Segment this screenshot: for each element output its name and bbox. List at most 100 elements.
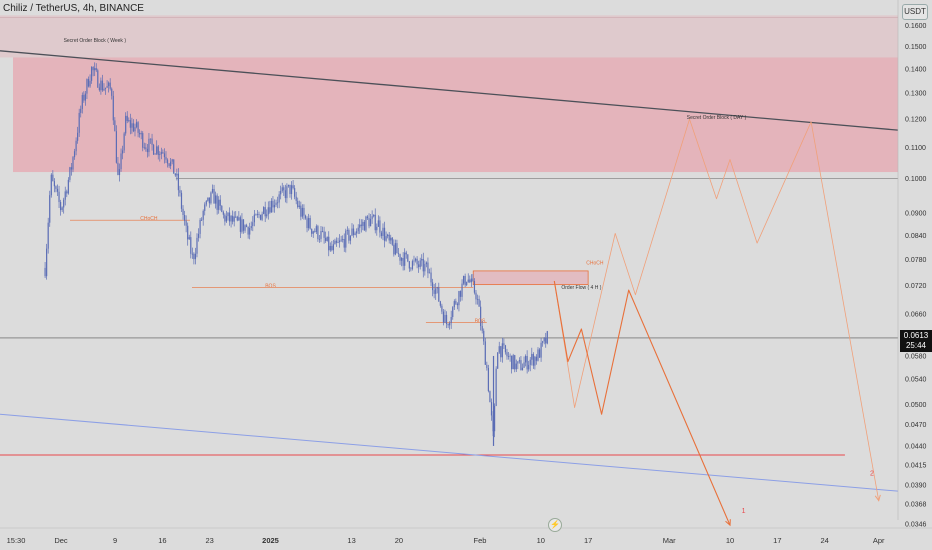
candle-body	[128, 120, 130, 121]
candle-body	[50, 174, 52, 196]
candle-body	[86, 79, 88, 94]
candle-body	[295, 196, 297, 201]
candle-body	[173, 159, 175, 174]
price-tick-19: 0.0368	[905, 502, 927, 509]
candle-body	[504, 345, 507, 353]
candle-body	[435, 288, 437, 294]
candle-body	[142, 133, 144, 148]
time-tick-3: 16	[158, 536, 166, 545]
price-tick-10: 0.0720	[905, 283, 927, 290]
candle-body	[518, 360, 520, 362]
candle-body	[342, 238, 344, 240]
candle-body	[281, 187, 283, 191]
candle-body	[318, 238, 321, 240]
candle-body	[470, 278, 472, 283]
candle-body	[259, 214, 262, 220]
candle-body	[111, 88, 113, 96]
annotation-6: Secret Order Block ( DAY )	[687, 115, 747, 121]
candle-body	[109, 82, 111, 89]
candle-body	[356, 231, 358, 234]
candle-body	[125, 115, 127, 134]
candle-body	[87, 79, 90, 87]
time-tick-10: 17	[584, 536, 592, 545]
candle-body	[72, 157, 74, 170]
projection-path-1	[553, 280, 731, 526]
price-tick-4: 0.1200	[905, 117, 927, 124]
candle-body	[185, 220, 187, 226]
candle-body	[143, 147, 145, 149]
candle-body	[498, 346, 500, 353]
candle-body	[483, 330, 485, 342]
candle-body	[345, 230, 347, 248]
candle-body	[402, 257, 404, 266]
candle-body	[238, 217, 240, 221]
candle-body	[46, 248, 48, 277]
price-tick-0: 0.1600	[905, 23, 927, 30]
candle-body	[258, 214, 260, 215]
candle-body	[520, 360, 522, 371]
candle-body	[532, 353, 534, 366]
time-tick-2: 9	[113, 536, 117, 545]
candle-body	[177, 173, 179, 191]
candle-body	[289, 184, 291, 195]
price-tick-15: 0.0470	[905, 422, 927, 429]
candle-body	[241, 219, 243, 232]
candle-body	[348, 229, 350, 241]
candle-body	[351, 228, 353, 236]
annotation-0: Secret Order Block ( Week )	[64, 38, 127, 44]
candle-body	[103, 88, 105, 91]
candle-body	[47, 222, 49, 249]
candle-body	[131, 123, 133, 128]
candle-body	[58, 191, 60, 203]
candle-body	[98, 87, 100, 91]
price-tick-16: 0.0440	[905, 443, 927, 450]
candle-body	[64, 191, 66, 200]
candle-body	[360, 224, 362, 227]
candle-body	[363, 221, 365, 231]
candle-body	[517, 361, 519, 364]
candle-body	[449, 323, 451, 326]
candle-body	[343, 238, 345, 248]
zones-layer	[0, 15, 898, 286]
candle-body	[376, 226, 378, 231]
candle-body	[543, 337, 545, 342]
candle-body	[151, 138, 153, 145]
price-tick-13: 0.0540	[905, 377, 927, 384]
candle-body	[407, 254, 409, 262]
candle-body	[278, 194, 280, 203]
candle-body	[405, 252, 407, 255]
candle-body	[534, 356, 536, 366]
candle-body	[159, 154, 161, 156]
candle-body	[335, 240, 338, 243]
candle-body	[120, 153, 122, 170]
candle-body	[391, 237, 393, 245]
candle-body	[359, 224, 361, 228]
candle-body	[453, 301, 455, 308]
annotation-4: CHoCH	[586, 260, 604, 266]
candle-body	[410, 268, 412, 270]
candle-body	[303, 207, 305, 216]
candle-body	[286, 186, 288, 199]
candle-body	[157, 146, 159, 156]
candle-body	[135, 122, 138, 128]
projection-layer	[553, 118, 881, 527]
candle-body	[387, 234, 389, 237]
candle-body	[232, 215, 234, 222]
candle-body	[222, 211, 224, 215]
candle-body	[331, 245, 333, 251]
weekly-order-block	[13, 57, 898, 173]
currency-button[interactable]: USDT	[902, 4, 928, 20]
candle-body	[490, 402, 493, 416]
candle-body	[317, 226, 319, 240]
candle-body	[193, 253, 195, 260]
candle-body	[89, 80, 91, 87]
lightning-icon[interactable]: ⚡	[548, 518, 562, 532]
chart-title: Chiliz / TetherUS, 4h, BINANCE	[3, 3, 144, 14]
candle-body	[385, 236, 387, 241]
candle-body	[233, 216, 235, 222]
candle-body	[283, 187, 285, 191]
candle-body	[129, 120, 131, 128]
candle-body	[182, 208, 184, 215]
